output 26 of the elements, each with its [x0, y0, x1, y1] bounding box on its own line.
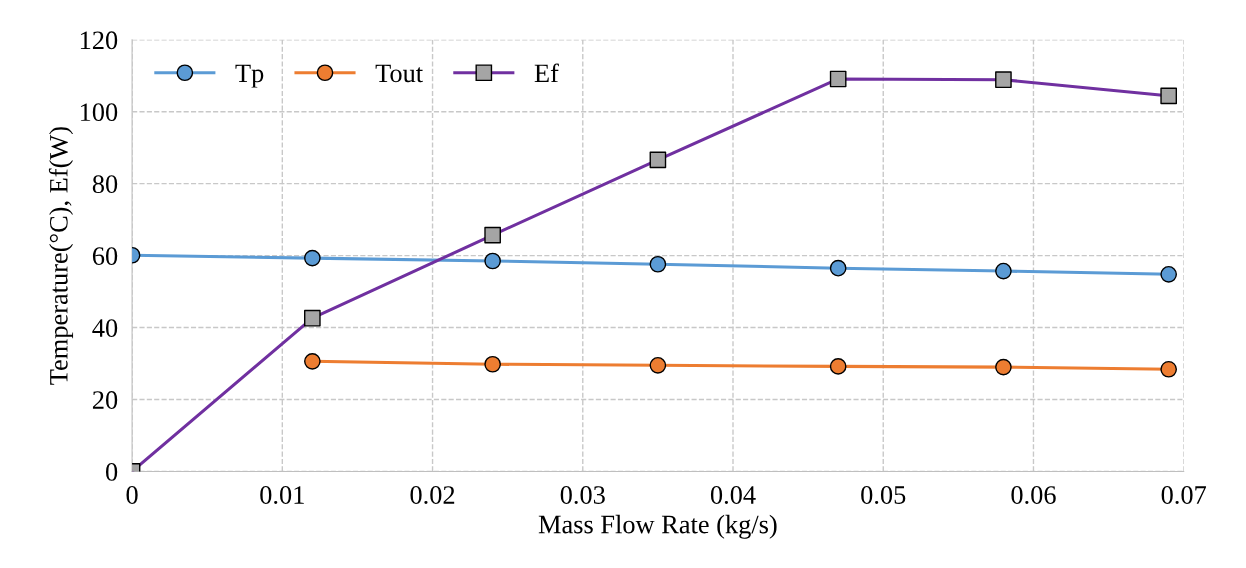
x-tick-label: 0.06 [1011, 486, 1056, 505]
y-tick-label: 20 [92, 391, 118, 409]
y-axis-title: Temperature(°C), Ef(W) [48, 127, 74, 385]
point [829, 70, 847, 88]
x-tick-label: 0.03 [560, 486, 605, 505]
x-tick-label: 0.05 [861, 486, 906, 505]
point [649, 151, 667, 169]
point [995, 71, 1012, 89]
legend-label: Tp [235, 64, 264, 88]
point [1160, 87, 1178, 105]
x-tick-label: 0.04 [710, 486, 756, 505]
x-tick-label: 0.07 [1161, 486, 1207, 505]
y-tick-label: 60 [92, 247, 118, 266]
x-axis-title: Mass Flow Rate (kg/s) [538, 514, 777, 539]
x-tick-label: 0.02 [410, 486, 455, 505]
x-tick-label: 0.01 [260, 486, 304, 505]
legend-label: Tout [375, 64, 423, 83]
x-tick-label: 0 [126, 486, 138, 504]
y-tick-label: 120 [80, 31, 118, 50]
y-tick-label: 0 [106, 463, 118, 481]
point [484, 226, 501, 244]
legend-label: Ef [534, 63, 559, 82]
y-tick-label: 40 [92, 319, 118, 337]
y-tick-label: 100 [80, 103, 118, 122]
point [304, 309, 321, 327]
y-tick-label: 80 [92, 175, 118, 194]
